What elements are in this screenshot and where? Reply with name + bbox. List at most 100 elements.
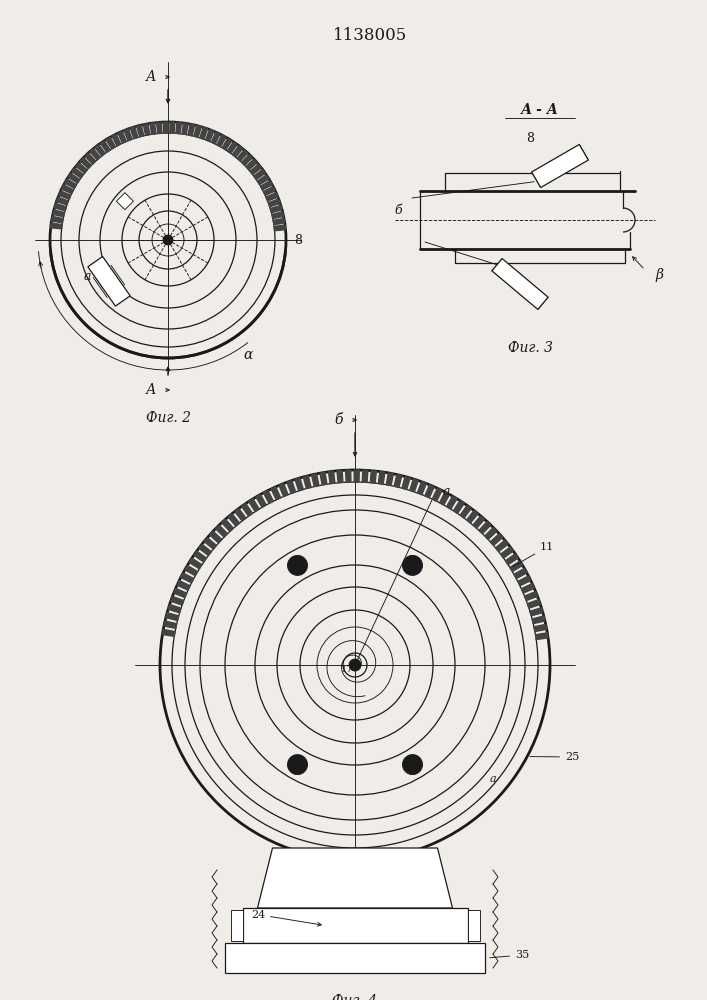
Polygon shape xyxy=(473,516,484,528)
Polygon shape xyxy=(176,122,182,134)
Polygon shape xyxy=(534,624,547,632)
Bar xyxy=(225,943,485,973)
Polygon shape xyxy=(164,621,177,628)
Polygon shape xyxy=(230,910,243,941)
Polygon shape xyxy=(510,561,522,572)
Polygon shape xyxy=(100,141,110,152)
Polygon shape xyxy=(150,123,156,134)
Text: Фиг. 3: Фиг. 3 xyxy=(508,341,552,355)
Polygon shape xyxy=(312,474,319,487)
Polygon shape xyxy=(194,126,201,137)
Polygon shape xyxy=(222,519,233,531)
Polygon shape xyxy=(395,475,402,487)
Polygon shape xyxy=(273,218,285,225)
Polygon shape xyxy=(279,484,288,496)
Polygon shape xyxy=(235,508,246,521)
Polygon shape xyxy=(535,633,548,640)
Polygon shape xyxy=(72,168,83,178)
Polygon shape xyxy=(210,531,222,543)
Polygon shape xyxy=(216,525,228,537)
Text: 8: 8 xyxy=(526,131,534,144)
Text: 25: 25 xyxy=(530,752,579,762)
Polygon shape xyxy=(95,144,105,156)
Polygon shape xyxy=(156,122,162,134)
Polygon shape xyxy=(118,131,127,143)
Polygon shape xyxy=(254,169,265,180)
Text: А - А: А - А xyxy=(521,103,559,117)
Polygon shape xyxy=(51,223,62,229)
Polygon shape xyxy=(182,123,188,135)
Polygon shape xyxy=(250,164,262,175)
Polygon shape xyxy=(266,193,278,201)
Polygon shape xyxy=(88,256,130,306)
Polygon shape xyxy=(256,494,267,507)
Polygon shape xyxy=(329,471,335,484)
Polygon shape xyxy=(491,534,503,545)
Polygon shape xyxy=(269,199,280,207)
Polygon shape xyxy=(303,476,311,489)
Polygon shape xyxy=(506,554,518,565)
Polygon shape xyxy=(206,130,214,141)
Polygon shape xyxy=(237,150,247,161)
Polygon shape xyxy=(90,149,100,160)
Polygon shape xyxy=(242,503,252,516)
Circle shape xyxy=(402,755,423,775)
Polygon shape xyxy=(271,487,281,500)
Polygon shape xyxy=(249,499,259,512)
Polygon shape xyxy=(163,122,168,133)
Polygon shape xyxy=(460,505,472,518)
Polygon shape xyxy=(447,496,457,509)
Polygon shape xyxy=(124,129,132,141)
Polygon shape xyxy=(514,568,527,579)
Text: 17: 17 xyxy=(341,666,354,674)
Polygon shape xyxy=(274,225,286,231)
Polygon shape xyxy=(211,132,220,144)
Polygon shape xyxy=(181,573,194,583)
Polygon shape xyxy=(76,163,87,173)
Text: а: а xyxy=(83,270,90,283)
Text: Фиг. 2: Фиг. 2 xyxy=(146,411,190,425)
Text: А: А xyxy=(146,383,156,397)
Polygon shape xyxy=(185,565,198,576)
Polygon shape xyxy=(85,153,95,164)
Text: 11: 11 xyxy=(513,542,554,567)
Polygon shape xyxy=(222,138,232,150)
Polygon shape xyxy=(264,187,275,195)
Polygon shape xyxy=(166,613,179,621)
Text: 35: 35 xyxy=(490,950,530,960)
Polygon shape xyxy=(521,584,534,593)
Polygon shape xyxy=(417,482,426,495)
Polygon shape xyxy=(168,604,181,613)
Text: б: б xyxy=(334,413,343,427)
Polygon shape xyxy=(242,154,252,165)
Polygon shape xyxy=(532,144,588,188)
Polygon shape xyxy=(246,159,257,170)
Polygon shape xyxy=(228,142,238,153)
Polygon shape xyxy=(112,134,121,146)
Polygon shape xyxy=(260,181,272,190)
Text: α: α xyxy=(243,348,252,362)
Polygon shape xyxy=(200,127,208,139)
Polygon shape xyxy=(525,592,537,601)
Polygon shape xyxy=(106,137,115,149)
Polygon shape xyxy=(354,470,359,482)
Polygon shape xyxy=(287,481,296,494)
Polygon shape xyxy=(144,124,150,135)
Polygon shape xyxy=(188,124,194,136)
Polygon shape xyxy=(174,588,187,598)
Text: 24: 24 xyxy=(251,910,321,926)
Polygon shape xyxy=(54,203,66,211)
Polygon shape xyxy=(52,216,63,223)
Circle shape xyxy=(402,555,423,575)
Polygon shape xyxy=(53,210,64,217)
Polygon shape xyxy=(194,551,206,562)
Polygon shape xyxy=(485,528,497,539)
Text: 8: 8 xyxy=(294,233,302,246)
Polygon shape xyxy=(272,212,284,219)
Polygon shape xyxy=(370,471,376,483)
Text: б: б xyxy=(395,204,402,217)
Polygon shape xyxy=(163,629,175,636)
Polygon shape xyxy=(532,616,545,624)
Polygon shape xyxy=(425,485,434,498)
Polygon shape xyxy=(386,473,393,486)
